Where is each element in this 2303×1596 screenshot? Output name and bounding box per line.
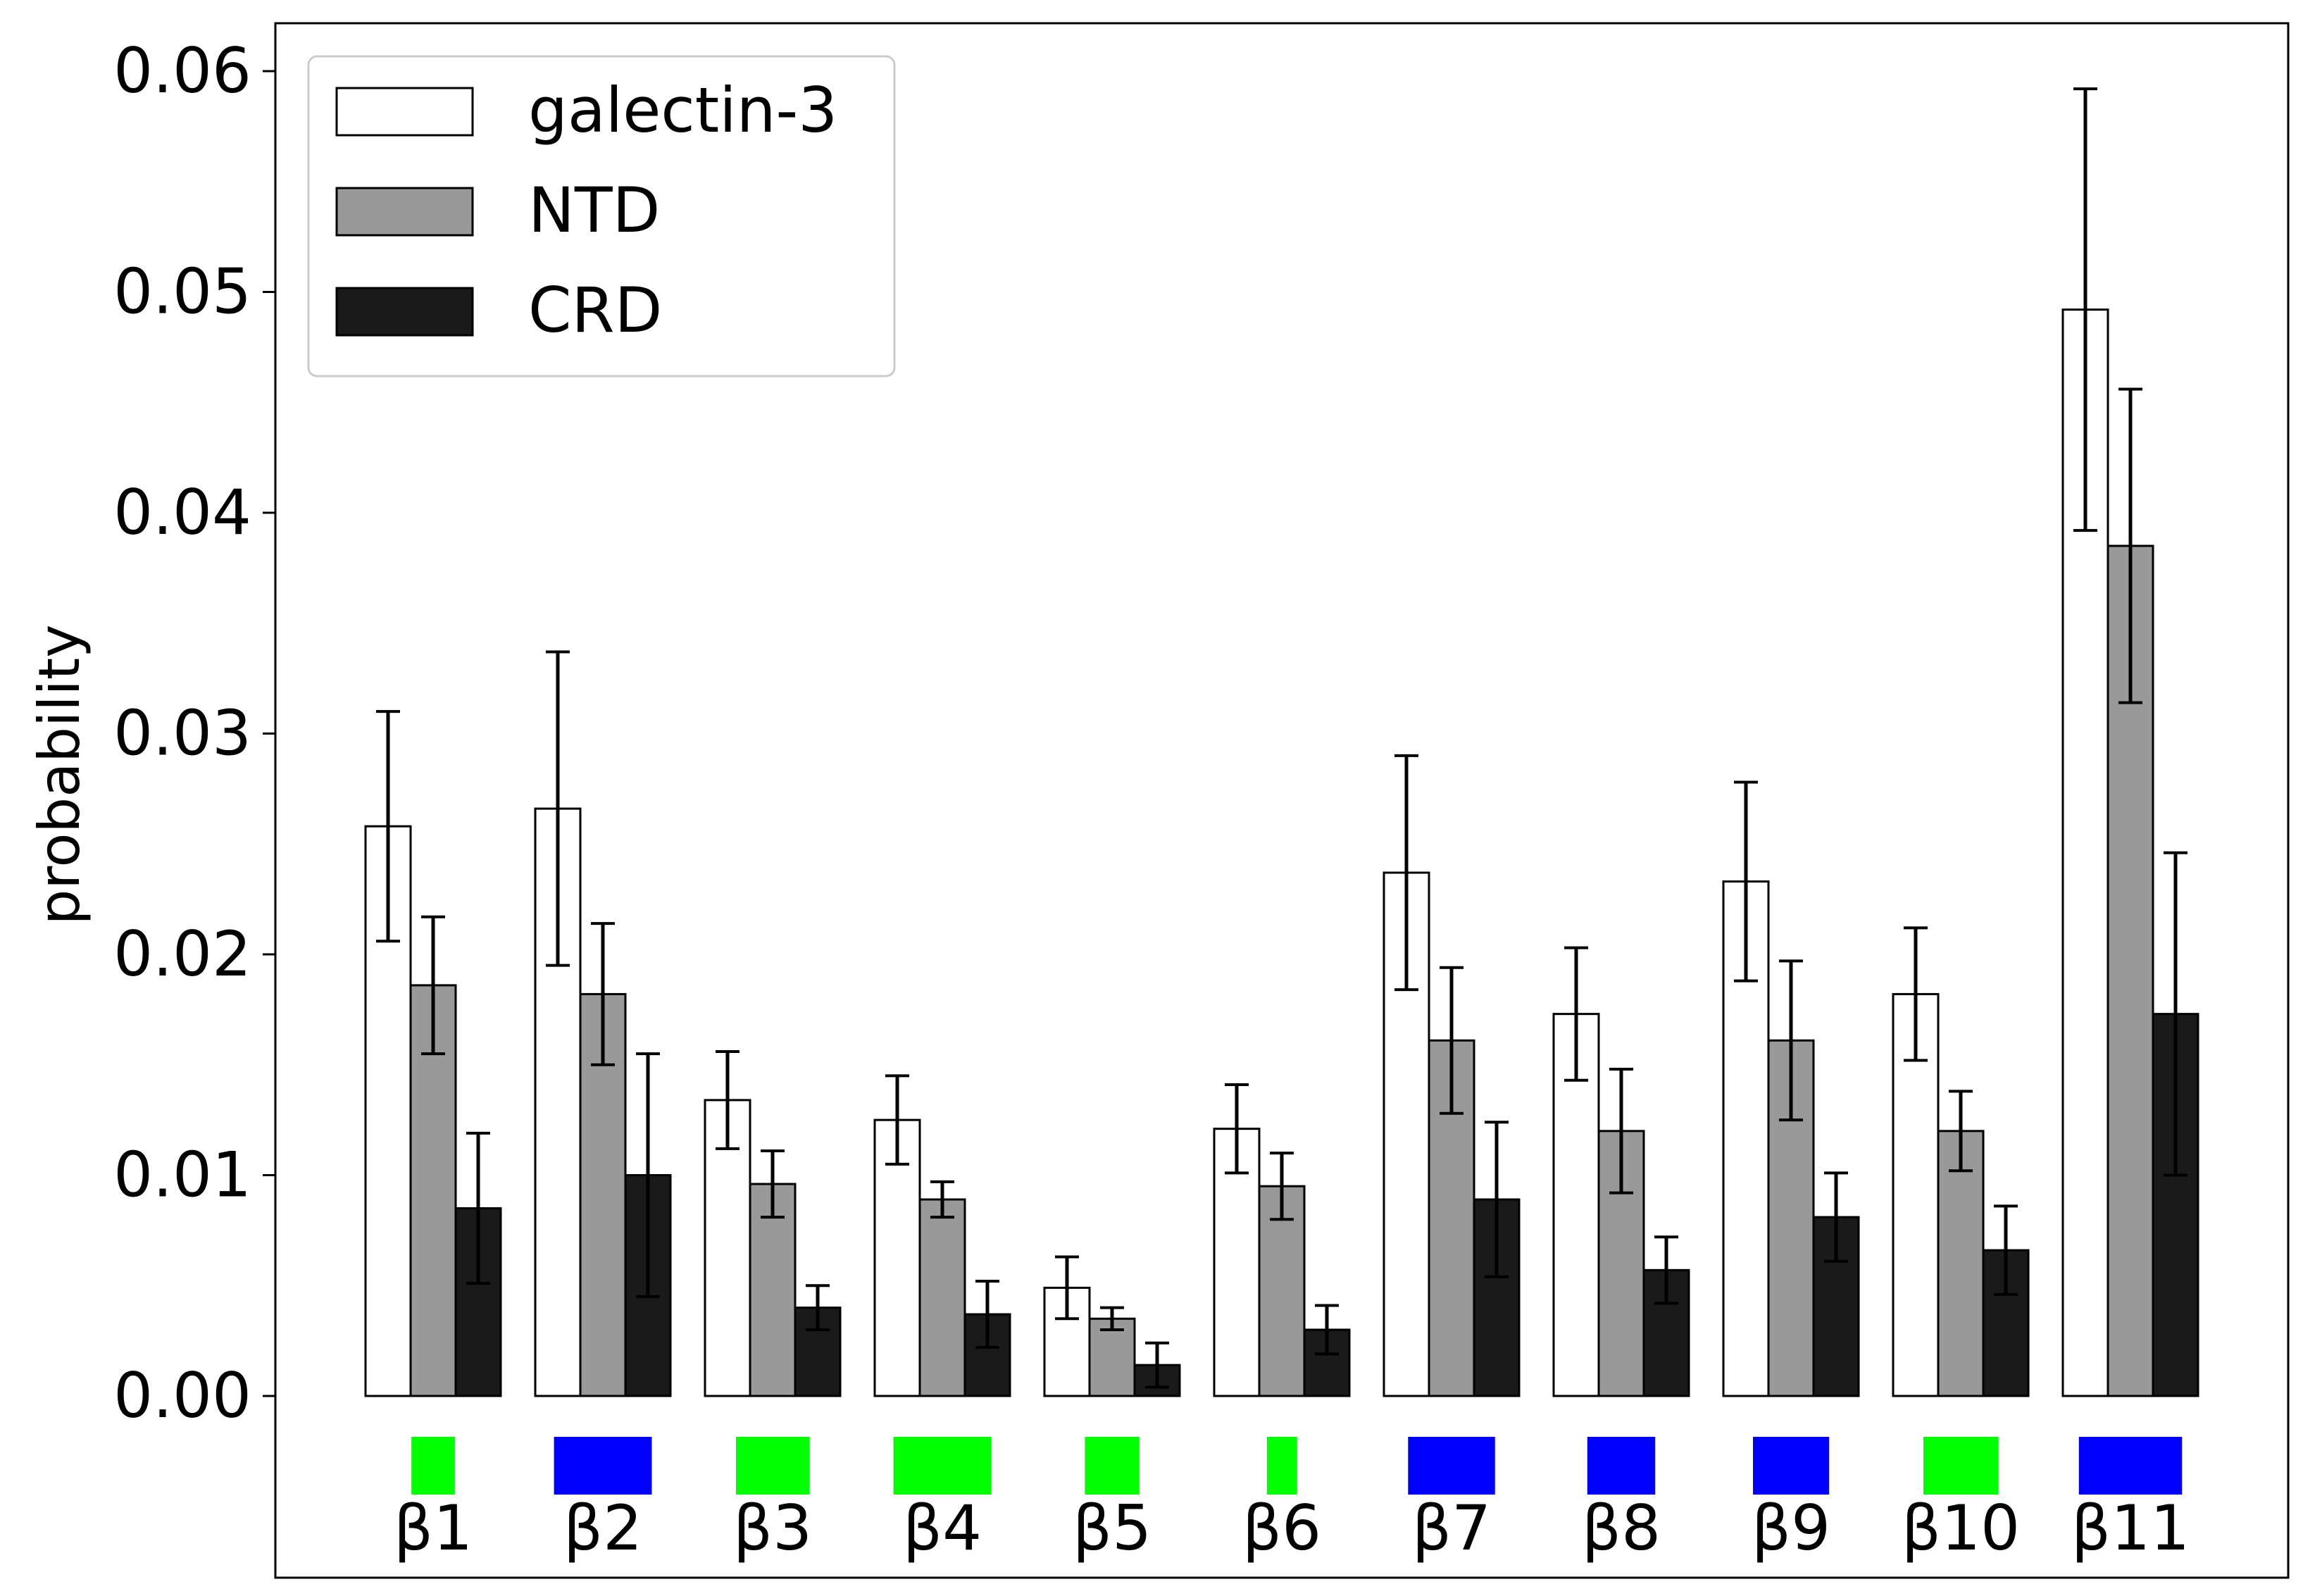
legend-swatch-2: [335, 187, 474, 237]
bar-NTD-10: [1937, 1130, 1985, 1397]
strand-block-9: [1753, 1437, 1829, 1495]
strand-indicators: β1 β2 β3 β4 β5 β6 β7 β8 β9 β10 β11: [394, 1437, 2190, 1564]
y-axis-label: probability: [27, 625, 92, 925]
strand-label-7: β7: [1412, 1492, 1491, 1564]
strand-block-6: [1266, 1437, 1297, 1495]
y-tick-label: 0.04: [113, 476, 251, 549]
strand-block-2: [554, 1437, 652, 1495]
plot-area-frame: [274, 22, 2290, 1579]
bar-galectin-3-8: [1552, 1013, 1600, 1397]
strand-block-10: [1923, 1437, 1999, 1495]
strand-block-7: [1408, 1437, 1495, 1495]
legend-label-3: CRD: [528, 274, 662, 347]
strand-label-9: β9: [1752, 1492, 1830, 1564]
legend-swatch-3: [335, 287, 474, 337]
strand-label-6: β6: [1242, 1492, 1321, 1564]
strand-label-1: β1: [394, 1492, 473, 1564]
legend-label-1: galectin-3: [528, 74, 837, 146]
bar-CRD-9: [1812, 1216, 1860, 1397]
bar-NTD-4: [918, 1198, 966, 1397]
strand-block-3: [735, 1437, 810, 1495]
y-tick-label: 0.00: [113, 1359, 251, 1432]
y-axis: 0.00 0.01 0.02 0.03 0.04 0.05 0.06: [113, 35, 275, 1432]
strand-label-5: β5: [1073, 1492, 1152, 1564]
bars-group: [364, 87, 2199, 1397]
strand-block-5: [1085, 1437, 1140, 1495]
legend-swatch-1: [335, 87, 474, 137]
strand-label-2: β2: [563, 1492, 642, 1564]
y-tick-label: 0.02: [113, 918, 251, 990]
strand-block-4: [893, 1437, 992, 1495]
y-tick-label: 0.05: [113, 256, 251, 328]
strand-label-4: β4: [903, 1492, 982, 1564]
legend-label-2: NTD: [528, 174, 660, 247]
strand-label-11: β11: [2071, 1492, 2190, 1564]
strand-block-11: [2078, 1437, 2183, 1495]
strand-label-10: β10: [1902, 1492, 2020, 1564]
y-tick-label: 0.01: [113, 1139, 251, 1211]
y-tick-label: 0.06: [113, 35, 251, 107]
y-tick-label: 0.03: [113, 697, 251, 770]
strand-label-8: β8: [1582, 1492, 1661, 1564]
strand-label-3: β3: [733, 1492, 812, 1564]
legend: galectin-3 NTD CRD: [307, 55, 896, 378]
strand-block-1: [411, 1437, 455, 1495]
bar-NTD-5: [1088, 1317, 1136, 1397]
strand-block-8: [1587, 1437, 1656, 1495]
bar-NTD-3: [749, 1183, 797, 1397]
